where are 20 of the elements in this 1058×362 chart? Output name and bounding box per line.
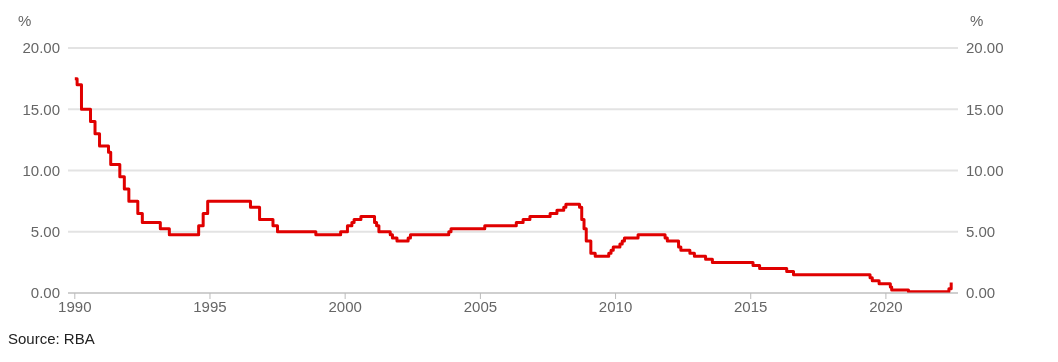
x-tick-label: 2020	[869, 297, 903, 315]
y2-tick-label: 0.00	[966, 284, 996, 302]
y-tick-label: 15.00	[22, 100, 60, 118]
y2-tick-label: 15.00	[966, 100, 1004, 118]
y-tick-label: 20.00	[22, 39, 60, 57]
y2-tick-label: 10.00	[966, 161, 1004, 179]
y-tick-label: 0.00	[30, 284, 60, 302]
x-tick-label: 1995	[193, 297, 227, 315]
source-note: Source: RBA	[8, 330, 95, 347]
y-tick-label: 5.00	[30, 223, 60, 241]
x-tick-label: 2010	[598, 297, 633, 315]
y2-tick-label: 5.00	[966, 223, 996, 241]
x-tick-label: 2000	[328, 297, 362, 315]
x-tick-label: 1990	[58, 297, 92, 315]
x-tick-label: 2015	[734, 297, 768, 315]
y2-axis-title: %	[970, 12, 984, 29]
y2-tick-label: 20.00	[966, 39, 1004, 57]
y-tick-label: 10.00	[22, 161, 60, 179]
x-tick-label: 2005	[463, 297, 498, 315]
y-axis-title: %	[18, 12, 32, 29]
